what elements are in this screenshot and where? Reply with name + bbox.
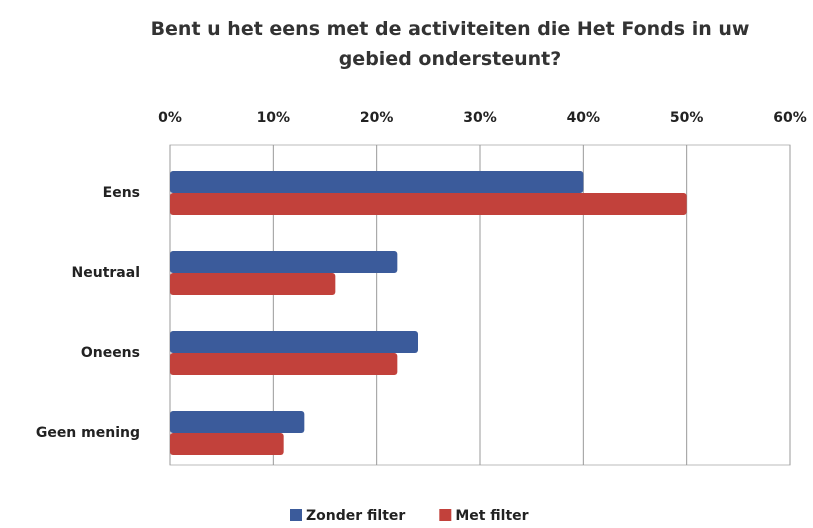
y-tick-label: Eens [103,185,140,201]
x-tick-label: 10% [257,110,291,126]
bar [170,273,336,295]
y-tick-label: Oneens [81,345,140,361]
legend-swatch [439,509,452,521]
y-tick-label: Geen mening [36,425,140,441]
x-tick-label: 60% [773,110,807,126]
legend-label: Zonder filter [306,508,405,524]
bar [170,433,284,455]
x-tick-label: 50% [670,110,704,126]
x-tick-label: 30% [463,110,497,126]
bar [170,331,418,353]
bar [170,411,305,433]
bar [170,193,687,215]
legend-label: Met filter [455,508,528,524]
bar [170,171,584,193]
x-tick-label: 40% [567,110,601,126]
chart-title: Bent u het eens met de activiteiten die … [150,18,750,70]
x-tick-label: 0% [158,110,182,126]
bar [170,251,398,273]
x-tick-label: 20% [360,110,394,126]
bar [170,353,398,375]
legend-swatch [290,509,302,521]
y-tick-label: Neutraal [72,265,140,281]
